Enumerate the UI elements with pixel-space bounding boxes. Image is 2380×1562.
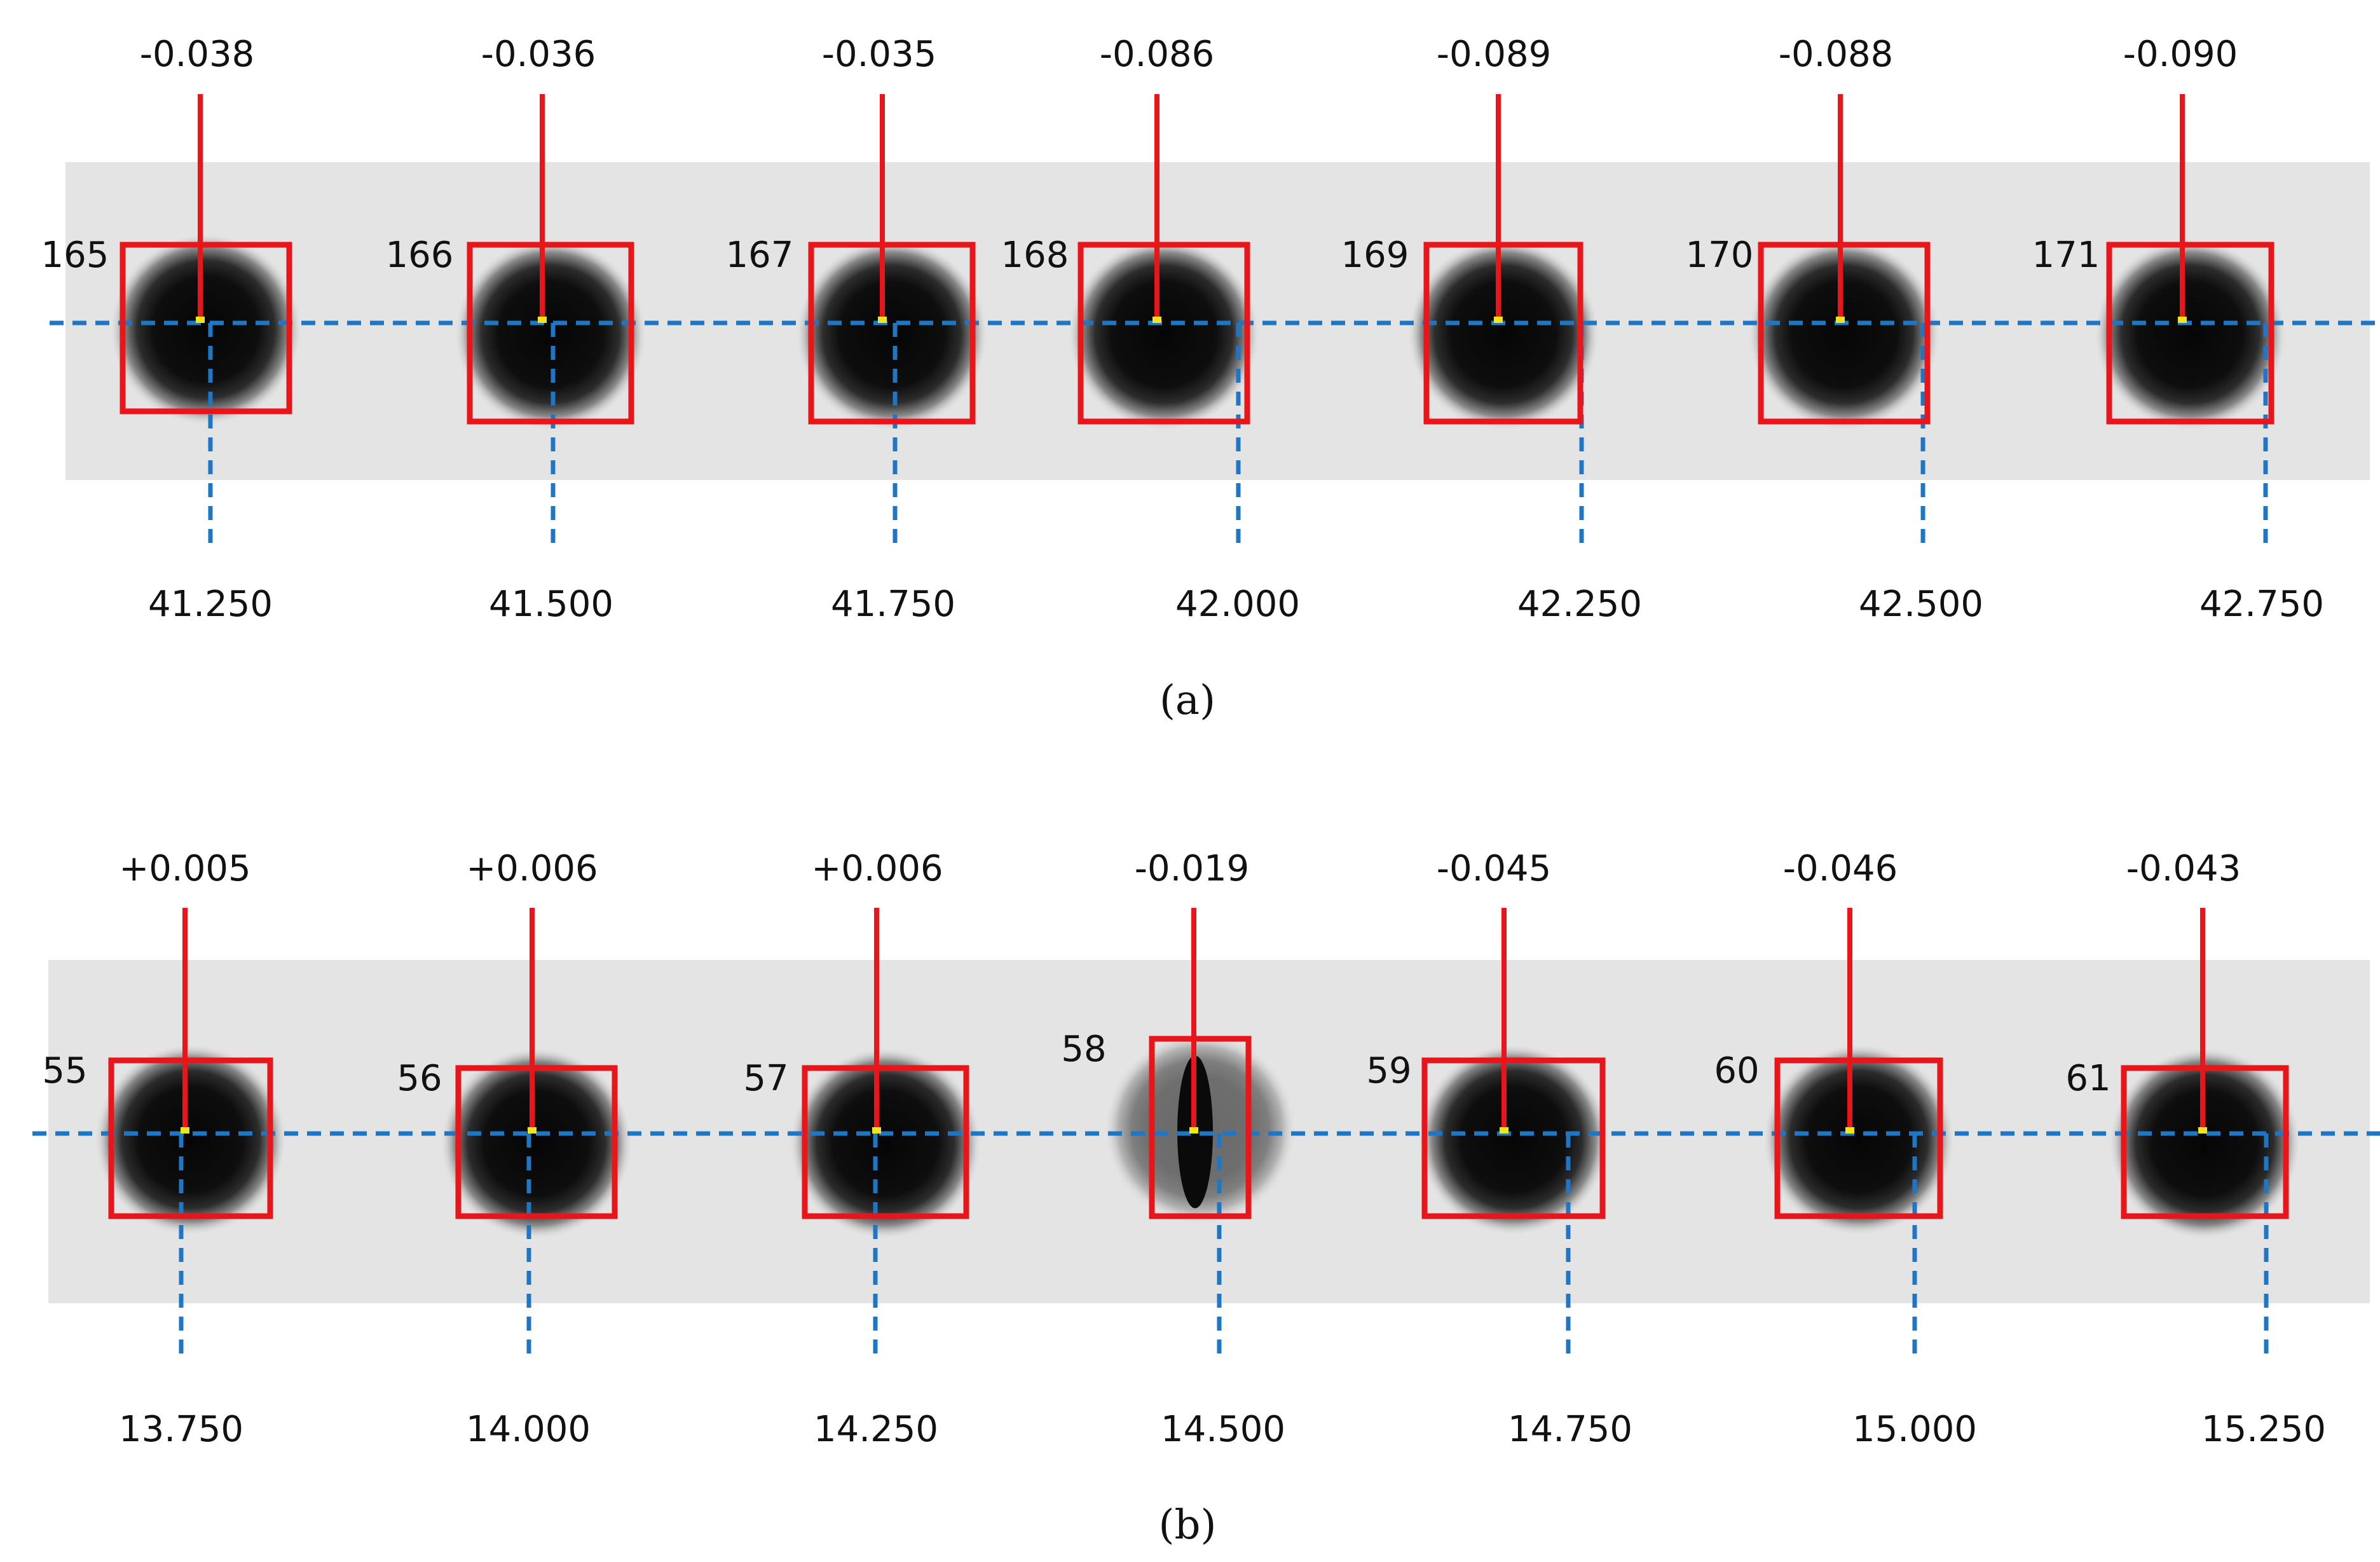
spot-index-label: 171 xyxy=(2032,235,2100,276)
centroid-marker xyxy=(1845,1127,1854,1134)
spot-blob xyxy=(1749,239,1939,430)
spot-blob xyxy=(2109,1048,2301,1239)
spot-bounding-box xyxy=(120,242,292,414)
centroid-marker xyxy=(1494,317,1503,323)
spot-index-label: 60 xyxy=(1714,1050,1759,1092)
spot-index-label: 59 xyxy=(1366,1050,1411,1092)
spot-blob xyxy=(1418,1044,1609,1235)
centroid-marker xyxy=(1500,1127,1508,1134)
delta-label: +0.006 xyxy=(466,848,598,889)
position-label: 42.500 xyxy=(1859,584,1983,625)
spot-index-label: 170 xyxy=(1686,235,1754,276)
position-label: 14.000 xyxy=(466,1409,591,1450)
delta-label: -0.089 xyxy=(1437,34,1552,75)
delta-label: -0.088 xyxy=(1779,34,1894,75)
spot-blob xyxy=(95,1044,286,1235)
spot-index-label: 169 xyxy=(1341,235,1409,276)
centroid-marker xyxy=(878,317,887,323)
spot-blob xyxy=(797,239,987,430)
delta-label: -0.019 xyxy=(1135,848,1250,889)
delta-label: +0.005 xyxy=(119,848,250,889)
spot-blob xyxy=(1408,239,1599,430)
spot-blob xyxy=(455,239,646,430)
centroid-marker xyxy=(1836,317,1845,323)
panel-b: +0.005 55 13.750 +0.006 56 14.000 +0.006 57 14.2… xyxy=(32,848,2380,1549)
spot-index-label: 55 xyxy=(42,1050,87,1092)
position-label: 41.750 xyxy=(831,584,955,625)
spot-bounding-box xyxy=(455,1065,618,1219)
position-label: 41.500 xyxy=(489,584,613,625)
centroid-marker xyxy=(181,1127,189,1134)
panel-a: -0.038 165 41.250 -0.036 166 41.500 -0.035 167 4… xyxy=(41,34,2380,724)
position-label: 15.250 xyxy=(2201,1409,2326,1450)
spot-bounding-box xyxy=(1774,1057,1943,1219)
delta-label: +0.006 xyxy=(811,848,943,889)
spot-blob xyxy=(790,1048,981,1239)
spot-bounding-box xyxy=(802,1065,969,1219)
spot-bounding-box xyxy=(467,242,634,425)
position-label: 42.250 xyxy=(1517,584,1642,625)
centroid-marker xyxy=(538,317,547,323)
spot-bounding-box xyxy=(108,1057,273,1219)
centroid-marker xyxy=(1189,1127,1198,1134)
centroid-marker xyxy=(2178,317,2187,323)
spot-index-label: 57 xyxy=(743,1058,788,1099)
panel-caption: (b) xyxy=(1159,1502,1217,1549)
spot-index-label: 166 xyxy=(386,235,454,276)
delta-label: -0.090 xyxy=(2123,34,2238,75)
spot-index-label: 165 xyxy=(41,235,109,276)
delta-label: -0.046 xyxy=(1783,848,1898,889)
spot-blob xyxy=(1763,1044,1954,1235)
spot-blob xyxy=(111,234,301,425)
centroid-marker xyxy=(872,1127,881,1134)
spot-bounding-box xyxy=(1421,1057,1606,1219)
centroid-marker xyxy=(196,317,205,323)
spot-bounding-box xyxy=(808,242,976,425)
position-label: 42.750 xyxy=(2199,584,2324,625)
position-label: 13.750 xyxy=(119,1409,243,1450)
spot-blob xyxy=(2095,239,2286,430)
position-label: 14.250 xyxy=(814,1409,938,1450)
delta-label: -0.036 xyxy=(481,34,596,75)
spot-index-label: 168 xyxy=(1001,235,1069,276)
delta-label: -0.045 xyxy=(1437,848,1552,889)
delta-label: -0.043 xyxy=(2126,848,2241,889)
position-label: 15.000 xyxy=(1852,1409,1977,1450)
panel-caption: (a) xyxy=(1159,677,1215,724)
position-label: 42.000 xyxy=(1175,584,1300,625)
spot-bounding-box xyxy=(1077,242,1250,425)
spot-index-label: 61 xyxy=(2065,1058,2110,1099)
centroid-marker xyxy=(1152,317,1161,323)
position-label: 14.750 xyxy=(1508,1409,1632,1450)
spot-bounding-box xyxy=(1423,242,1583,425)
delta-label: -0.035 xyxy=(822,34,937,75)
spot-blob xyxy=(1069,239,1259,430)
spot-index-label: 58 xyxy=(1061,1029,1106,1070)
spot-bounding-box xyxy=(1149,1036,1252,1219)
spot-index-label: 56 xyxy=(397,1058,442,1099)
centroid-marker xyxy=(528,1127,537,1134)
position-label: 14.500 xyxy=(1161,1409,1285,1450)
delta-label: -0.086 xyxy=(1100,34,1215,75)
spot-index-label: 167 xyxy=(726,235,794,276)
spot-bounding-box xyxy=(2106,242,2274,425)
position-label: 41.250 xyxy=(148,584,273,625)
spot-bounding-box xyxy=(1758,242,1931,425)
delta-label: -0.038 xyxy=(140,34,255,75)
spot-blob xyxy=(441,1048,632,1239)
centroid-marker xyxy=(2198,1127,2207,1134)
